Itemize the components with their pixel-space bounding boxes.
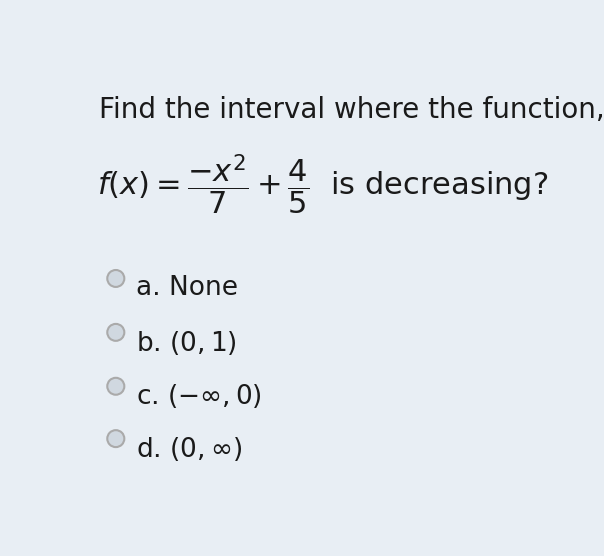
Text: b. $(0,1)$: b. $(0,1)$: [136, 329, 237, 356]
Ellipse shape: [108, 324, 124, 341]
Text: d. $(0, \infty)$: d. $(0, \infty)$: [136, 435, 242, 463]
Text: $f(x) = \dfrac{-x^2}{7} + \dfrac{4}{5}$  is decreasing?: $f(x) = \dfrac{-x^2}{7} + \dfrac{4}{5}$ …: [97, 153, 548, 217]
Text: Find the interval where the function,: Find the interval where the function,: [98, 96, 604, 124]
Ellipse shape: [108, 378, 124, 395]
Ellipse shape: [108, 270, 124, 287]
Text: a. None: a. None: [136, 275, 238, 301]
Text: c. $(-\infty, 0)$: c. $(-\infty, 0)$: [136, 383, 262, 410]
Ellipse shape: [108, 430, 124, 447]
